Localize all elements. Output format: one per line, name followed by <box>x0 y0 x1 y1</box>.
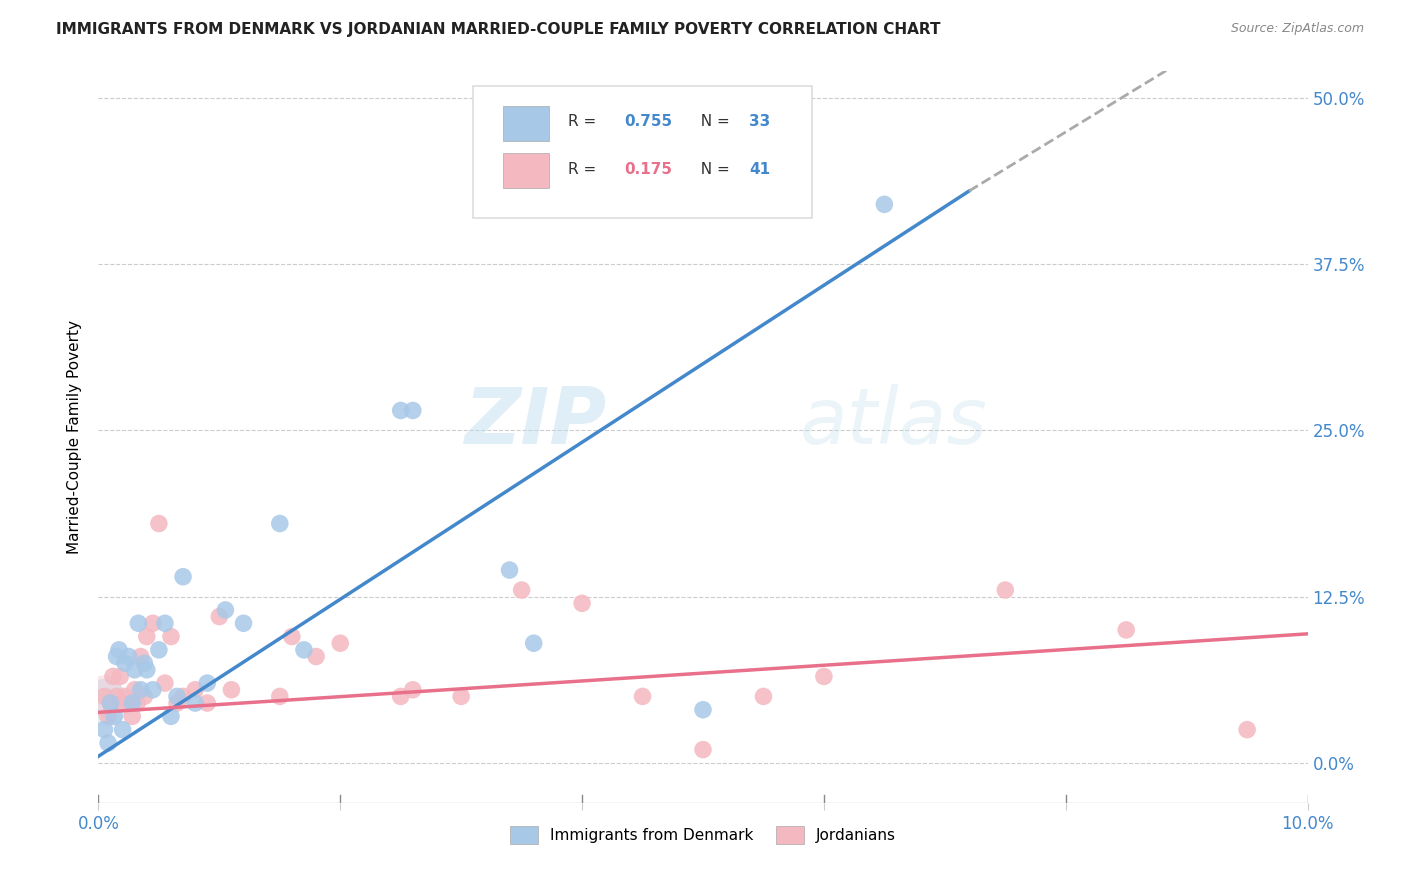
FancyBboxPatch shape <box>474 86 811 218</box>
Point <box>114 690 136 704</box>
Text: 0.755: 0.755 <box>624 113 672 128</box>
Point <box>172 570 194 584</box>
Text: R =: R = <box>568 113 600 128</box>
Point <box>184 696 207 710</box>
Point <box>97 709 120 723</box>
Point <box>91 690 114 704</box>
Point <box>389 403 412 417</box>
Point <box>129 682 152 697</box>
Point <box>292 643 315 657</box>
Y-axis label: Married-Couple Family Poverty: Married-Couple Family Poverty <box>67 320 83 554</box>
Point <box>402 403 425 417</box>
Point <box>305 649 328 664</box>
Text: atlas: atlas <box>800 384 987 460</box>
Point <box>93 723 115 737</box>
Point <box>329 636 352 650</box>
Point <box>450 690 472 704</box>
Point <box>108 669 131 683</box>
Point <box>195 696 218 710</box>
Point <box>214 603 236 617</box>
Point <box>498 563 520 577</box>
Legend: Immigrants from Denmark, Jordanians: Immigrants from Denmark, Jordanians <box>503 820 903 850</box>
Point <box>93 696 115 710</box>
Point <box>111 696 134 710</box>
Point <box>402 682 425 697</box>
Point <box>1236 723 1258 737</box>
Point <box>269 516 291 531</box>
Point <box>121 709 143 723</box>
Point <box>523 636 546 650</box>
Text: N =: N = <box>690 113 734 128</box>
Point <box>97 736 120 750</box>
Point <box>135 630 157 644</box>
Point <box>134 656 156 670</box>
Point <box>631 690 654 704</box>
Point <box>208 609 231 624</box>
Point <box>148 643 170 657</box>
Point <box>153 616 176 631</box>
Point <box>148 516 170 531</box>
Point <box>813 669 835 683</box>
Point <box>121 696 143 710</box>
Point <box>692 703 714 717</box>
Point <box>135 663 157 677</box>
Point <box>118 649 141 664</box>
FancyBboxPatch shape <box>503 153 550 188</box>
Text: 0.175: 0.175 <box>624 161 672 177</box>
Point <box>160 709 183 723</box>
Point <box>184 682 207 697</box>
Point <box>389 690 412 704</box>
Point <box>692 742 714 756</box>
Point <box>118 696 141 710</box>
Point <box>166 696 188 710</box>
Point <box>269 690 291 704</box>
Point <box>172 690 194 704</box>
Point <box>510 582 533 597</box>
Point <box>221 682 243 697</box>
Point <box>105 649 128 664</box>
Text: ZIP: ZIP <box>464 384 606 460</box>
Point <box>105 690 128 704</box>
Point <box>100 696 122 710</box>
Text: IMMIGRANTS FROM DENMARK VS JORDANIAN MARRIED-COUPLE FAMILY POVERTY CORRELATION C: IMMIGRANTS FROM DENMARK VS JORDANIAN MAR… <box>56 22 941 37</box>
Point <box>160 630 183 644</box>
Point <box>153 676 176 690</box>
Point <box>166 690 188 704</box>
Point <box>142 616 165 631</box>
Point <box>281 630 304 644</box>
Point <box>134 690 156 704</box>
Point <box>108 643 131 657</box>
Point <box>114 656 136 670</box>
Point <box>571 596 593 610</box>
Point <box>93 690 115 704</box>
Point <box>111 723 134 737</box>
Text: Source: ZipAtlas.com: Source: ZipAtlas.com <box>1230 22 1364 36</box>
Text: R =: R = <box>568 161 600 177</box>
Point <box>873 197 896 211</box>
Point <box>1115 623 1137 637</box>
Point <box>994 582 1017 597</box>
Point <box>124 682 146 697</box>
Text: 41: 41 <box>749 161 770 177</box>
Point <box>232 616 254 631</box>
Point <box>127 616 149 631</box>
Point <box>103 709 125 723</box>
Point <box>101 669 124 683</box>
Point <box>752 690 775 704</box>
Text: N =: N = <box>690 161 734 177</box>
Point <box>100 696 122 710</box>
Point <box>195 676 218 690</box>
Point <box>127 696 149 710</box>
FancyBboxPatch shape <box>503 106 550 141</box>
Point <box>124 663 146 677</box>
Text: 33: 33 <box>749 113 770 128</box>
Point <box>129 649 152 664</box>
Point <box>142 682 165 697</box>
